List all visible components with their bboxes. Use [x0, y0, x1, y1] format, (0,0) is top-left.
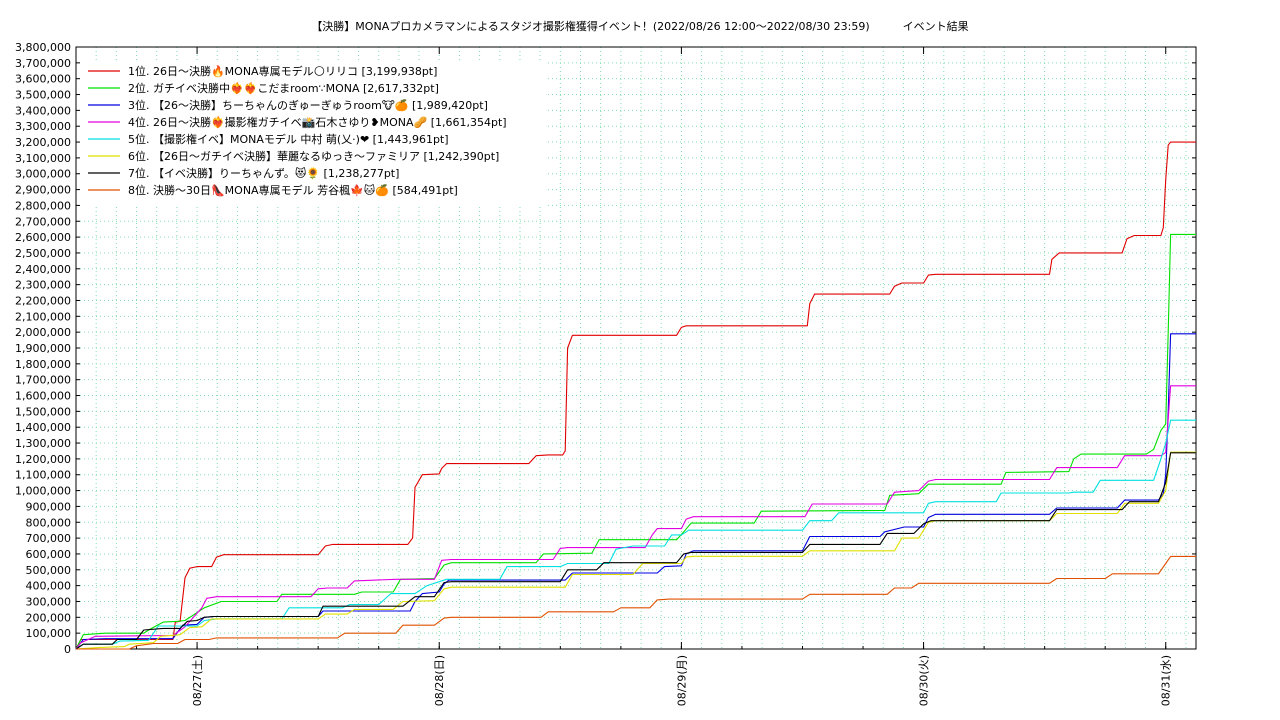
- y-tick-label: 300,000: [26, 595, 72, 608]
- y-tick-label: 2,200,000: [15, 294, 71, 307]
- legend-entry: 6位. 【26日〜ガチイベ決勝】華麗なるゆっき〜ファミリア [1,242,390…: [128, 149, 499, 163]
- y-tick-label: 3,800,000: [15, 41, 71, 54]
- y-tick-label: 1,300,000: [15, 437, 71, 450]
- legend-entry: 2位. ガチイベ決勝中❤️‍🔥❤️‍🔥こだまroom∵MONA [2,617,3…: [128, 81, 439, 95]
- y-tick-label: 2,000,000: [15, 326, 71, 339]
- y-tick-label: 2,600,000: [15, 231, 71, 244]
- y-tick-label: 700,000: [26, 532, 72, 545]
- y-tick-label: 500,000: [26, 564, 72, 577]
- y-tick-label: 200,000: [26, 611, 72, 624]
- chart-title: 【決勝】MONAプロカメラマンによるスタジオ撮影権獲得イベント！(2022/08…: [311, 20, 969, 33]
- y-tick-label: 2,100,000: [15, 310, 71, 323]
- legend-entry: 5位. 【撮影権イベ】MONAモデル 中村 萌(乂·)❤︎ [1,443,961…: [128, 132, 449, 146]
- axis-layer: 0 100,000 200,000 300,000 400,000 500,000 600,…: [15, 41, 1196, 706]
- legend-entry: 3位. 【26〜決勝】ちーちゃんのぎゅーぎゅうroom🐮🍊 [1,989,420…: [128, 98, 488, 112]
- y-tick-label: 100,000: [26, 627, 72, 640]
- y-tick-label: 1,400,000: [15, 421, 71, 434]
- series-line-8: [76, 555, 1196, 650]
- y-tick-label: 3,100,000: [15, 152, 71, 165]
- legend-entry: 7位. 【イベ決勝】りーちゃんず。😻🌻 [1,238,277pt]: [128, 166, 399, 180]
- y-tick-label: 1,900,000: [15, 342, 71, 355]
- x-tick-label: 08/30(火): [918, 655, 931, 706]
- y-tick-label: 800,000: [26, 516, 72, 529]
- y-tick-label: 3,400,000: [15, 104, 71, 117]
- y-tick-label: 1,700,000: [15, 374, 71, 387]
- y-tick-label: 1,500,000: [15, 405, 71, 418]
- series-line-1: [75, 141, 1196, 650]
- y-tick-label: 1,200,000: [15, 453, 71, 466]
- series-layer: [75, 141, 1196, 650]
- series-line-5: [75, 419, 1196, 650]
- legend-background: [80, 60, 545, 206]
- series-line-6: [75, 451, 1196, 650]
- series-line-7: [75, 452, 1196, 650]
- y-tick-label: 3,200,000: [15, 136, 71, 149]
- y-tick-label: 600,000: [26, 548, 72, 561]
- legend-entry: 1位. 26日〜決勝🔥MONA専属モデル🌕リリコ [3,199,938pt]: [128, 64, 437, 78]
- legend: 1位. 26日〜決勝🔥MONA専属モデル🌕リリコ [3,199,938pt] 2位…: [80, 60, 545, 206]
- legend-entry: 4位. 26日〜決勝❤️‍🔥撮影権ガチイベ📸石木さゆり❥MONA🥜 [1,661…: [128, 115, 507, 129]
- x-tick-label: 08/29(月): [675, 655, 688, 706]
- y-tick-label: 1,600,000: [15, 390, 71, 403]
- x-tick-label: 08/28(日): [433, 655, 446, 706]
- y-tick-label: 3,000,000: [15, 168, 71, 181]
- y-tick-label: 2,400,000: [15, 263, 71, 276]
- y-tick-label: 1,000,000: [15, 485, 71, 498]
- y-tick-label: 3,600,000: [15, 73, 71, 86]
- y-tick-label: 0: [64, 643, 71, 656]
- y-tick-label: 3,500,000: [15, 89, 71, 102]
- y-tick-label: 900,000: [26, 500, 72, 513]
- y-tick-label: 3,700,000: [15, 57, 71, 70]
- series-line-2: [75, 233, 1196, 650]
- series-line-4: [75, 385, 1196, 650]
- y-tick-label: 1,100,000: [15, 469, 71, 482]
- y-tick-label: 1,800,000: [15, 358, 71, 371]
- y-tick-label: 2,800,000: [15, 199, 71, 212]
- y-tick-label: 2,300,000: [15, 279, 71, 292]
- legend-entry: 8位. 決勝〜30日👠MONA専属モデル 芳谷楓🍁🐱🍊 [584,491pt]: [128, 183, 458, 197]
- y-tick-label: 400,000: [26, 580, 72, 593]
- y-tick-label: 3,300,000: [15, 120, 71, 133]
- y-tick-label: 2,700,000: [15, 215, 71, 228]
- y-tick-label: 2,500,000: [15, 247, 71, 260]
- y-tick-label: 2,900,000: [15, 184, 71, 197]
- x-tick-label: 08/31(水): [1160, 655, 1173, 706]
- x-tick-label: 08/27(土): [191, 655, 204, 706]
- grid-layer: [76, 47, 1196, 649]
